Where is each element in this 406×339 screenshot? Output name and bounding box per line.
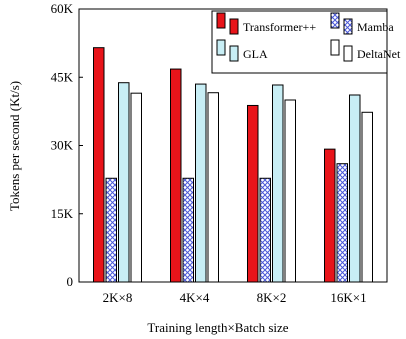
y-tick-label: 60K <box>51 1 74 16</box>
bar <box>259 177 271 283</box>
bar <box>195 83 207 283</box>
plot-area: 0 15K 30K 45K 60K 2K×8 4K×4 8K×2 16K×1 Transforme… <box>51 1 401 305</box>
bar <box>361 111 373 283</box>
legend-swatch <box>330 39 340 56</box>
x-tick-label: 2K×8 <box>103 290 133 305</box>
bar <box>182 177 194 283</box>
legend-label: Mamba <box>357 20 394 34</box>
bar <box>105 177 117 283</box>
y-tick-label: 45K <box>51 69 74 84</box>
y-tick-label: 15K <box>51 206 74 221</box>
x-axis-label: Training length×Batch size <box>147 320 288 335</box>
legend-box <box>211 10 388 74</box>
legend-swatch <box>343 45 353 62</box>
x-tick-label: 16K×1 <box>330 290 366 305</box>
bar <box>247 104 259 283</box>
bar <box>118 82 130 283</box>
legend-swatch <box>343 18 353 35</box>
bar <box>336 163 348 283</box>
bar <box>130 92 142 283</box>
bar <box>170 68 182 283</box>
x-tick-label: 8K×2 <box>257 290 287 305</box>
legend-label: Transformer++ <box>243 20 316 34</box>
bar <box>349 94 361 283</box>
legend-swatch <box>229 45 239 62</box>
legend-swatch <box>330 12 340 29</box>
x-tick-label: 4K×4 <box>180 290 210 305</box>
y-tick-label: 0 <box>67 274 74 289</box>
bar <box>284 99 296 283</box>
legend-swatch <box>229 18 239 35</box>
legend-label: DeltaNet <box>357 47 401 61</box>
bar <box>207 92 219 283</box>
bar <box>324 148 336 283</box>
legend-swatch <box>216 39 226 56</box>
bar <box>93 47 105 283</box>
legend-label: GLA <box>243 47 268 61</box>
bar <box>272 84 284 283</box>
y-tick-label: 30K <box>51 138 74 153</box>
y-axis-label: Tokens per second (Kt/s) <box>7 81 22 211</box>
legend-swatch <box>216 12 226 29</box>
